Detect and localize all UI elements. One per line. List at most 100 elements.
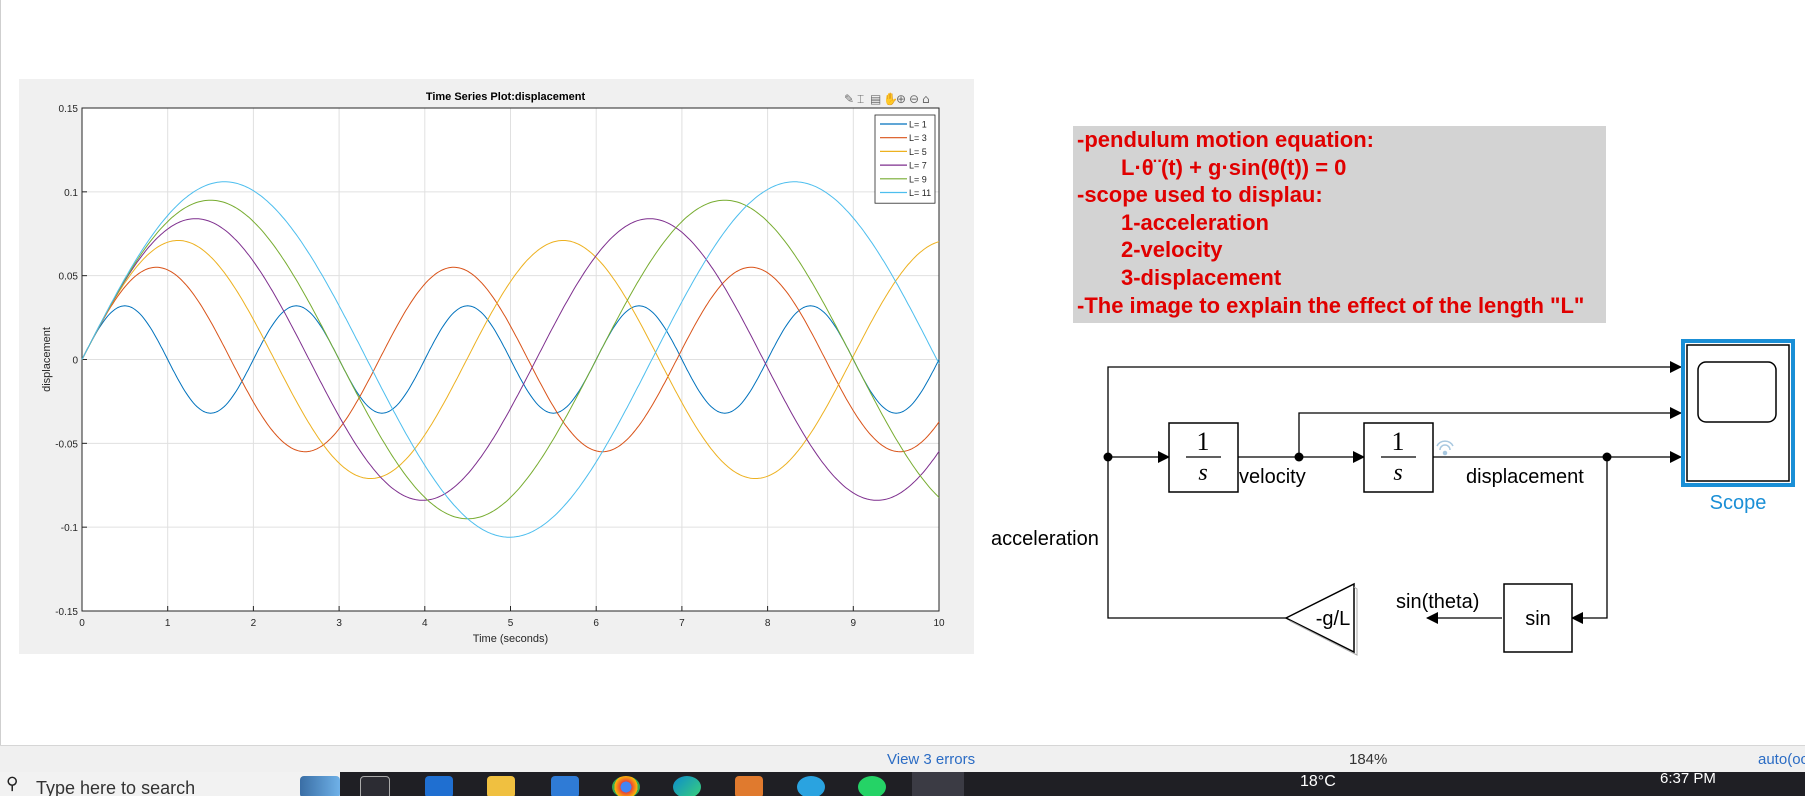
x-axis-label: Time (seconds): [473, 633, 548, 645]
label-velocity: velocity: [1239, 466, 1306, 488]
data-tips-icon[interactable]: ▤: [870, 92, 881, 106]
matlab-taskbar-button[interactable]: [912, 772, 964, 796]
y-tick-label: -0.05: [55, 439, 78, 450]
y-tick-label: -0.1: [61, 523, 79, 534]
gain-block[interactable]: -g/L: [1284, 582, 1358, 656]
label-acceleration: acceleration: [991, 528, 1099, 550]
x-tick-label: 6: [593, 618, 599, 629]
series-line: [81, 199, 940, 520]
x-tick-label: 0: [79, 618, 85, 629]
signal-line-feedback[interactable]: [1107, 457, 1286, 619]
y-tick-label: -0.15: [55, 607, 78, 618]
status-bar: View 3 errors 184% auto(oc: [0, 745, 1805, 773]
note-line: -The image to explain the effect of the …: [1077, 292, 1585, 318]
y-axis-label: displacement: [41, 327, 53, 392]
note-line: 2-velocity: [1121, 237, 1223, 263]
x-tick-label: 2: [251, 618, 257, 629]
integrator-numerator: 1: [1392, 427, 1405, 456]
scope-screen-icon: [1697, 361, 1777, 423]
home-icon[interactable]: ⌂: [922, 92, 930, 106]
file-explorer-icon[interactable]: [487, 776, 515, 796]
view-errors-link[interactable]: View 3 errors: [887, 751, 976, 768]
annotation-note[interactable]: -pendulum motion equation: L·θ¨(t) + g·s…: [1073, 126, 1606, 323]
whatsapp-icon[interactable]: [858, 776, 886, 796]
simulink-diagram: 1 s 1 s velocity displacement accelerati…: [991, 339, 1795, 656]
integrator-denominator: s: [1393, 460, 1402, 486]
system-tray: 18°C: [1300, 773, 1336, 791]
signal-line-acceleration-to-scope[interactable]: [1107, 361, 1682, 457]
search-icon: ⚲: [6, 774, 19, 793]
plot-title: Time Series Plot:displacement: [426, 91, 586, 103]
mail-icon[interactable]: [425, 776, 453, 796]
label-displacement: displacement: [1466, 466, 1584, 488]
weather-widget-icon[interactable]: [300, 776, 340, 796]
integrator-numerator: 1: [1197, 427, 1210, 456]
branch-point: [1294, 452, 1304, 462]
time-series-plot: 0 1 2 3 4 5 6 7 8 9 10 0.15 0.1 0.05 0 -0.05 -0.1 -0.15 Ti…: [41, 91, 945, 645]
legend-entry: L= 9: [909, 174, 927, 184]
edge-icon[interactable]: [673, 776, 701, 796]
y-tick-label: 0.05: [59, 272, 79, 283]
weather-temperature[interactable]: 18°C: [1300, 773, 1336, 790]
integrator-block-1[interactable]: 1 s: [1168, 422, 1239, 493]
signal-line-displacement-to-sin[interactable]: [1571, 457, 1608, 624]
note-line: 1-acceleration: [1121, 209, 1269, 235]
solver-mode[interactable]: auto(oc: [1758, 751, 1805, 768]
x-tick-label: 1: [165, 618, 171, 629]
task-view-icon[interactable]: [360, 776, 390, 796]
x-tick-label: 4: [422, 618, 428, 629]
label-sin-theta: sin(theta): [1396, 591, 1479, 613]
pan-icon[interactable]: ✋: [883, 92, 898, 106]
store-icon[interactable]: [551, 776, 579, 796]
search-placeholder: Type here to search: [36, 778, 196, 796]
legend-entry: L= 1: [909, 120, 927, 130]
zoom-out-icon[interactable]: ⊖: [909, 92, 919, 106]
gain-block-label: -g/L: [1316, 608, 1350, 630]
windows-taskbar: ⚲ Type here to search 18°C 6:37 PM: [0, 772, 1805, 796]
y-tick-label: 0.15: [59, 104, 79, 115]
legend-entry: L= 3: [909, 133, 927, 143]
series-line: [81, 240, 940, 479]
note-line: 3-displacement: [1121, 264, 1282, 290]
legend-entry: L= 7: [909, 161, 927, 171]
scope-block[interactable]: Scope: [1681, 339, 1795, 514]
brush-icon[interactable]: ✎: [844, 92, 854, 106]
series-line: [81, 218, 940, 501]
equation-line: L·θ¨(t) + g·sin(θ(t)) = 0: [1121, 154, 1347, 180]
series-line: [81, 266, 940, 453]
legend-box: [874, 114, 936, 204]
zoom-level: 184%: [1349, 751, 1388, 768]
sin-block-label: sin: [1525, 608, 1551, 630]
legend-entry: L= 5: [909, 147, 927, 157]
series-line: [81, 305, 940, 414]
taskbar-search-box[interactable]: ⚲ Type here to search: [0, 772, 340, 796]
x-tick-label: 7: [679, 618, 685, 629]
signal-line-velocity-to-scope[interactable]: [1298, 407, 1682, 457]
chrome-icon[interactable]: [612, 776, 640, 796]
branch-point: [1602, 452, 1612, 462]
x-tick-label: 5: [508, 618, 514, 629]
x-tick-label: 9: [851, 618, 857, 629]
x-tick-label: 3: [336, 618, 342, 629]
note-line: -scope used to displau:: [1077, 182, 1323, 208]
integrator-block-2[interactable]: 1 s: [1363, 422, 1434, 493]
signal-logging-icon: [1436, 440, 1454, 456]
branch-point: [1103, 452, 1113, 462]
time-series-plot-window: 0 1 2 3 4 5 6 7 8 9 10 0.15 0.1 0.05 0 -0.05 -0.1 -0.15 Ti…: [19, 79, 974, 654]
telegram-icon[interactable]: [797, 776, 825, 796]
zoom-in-icon[interactable]: ⊕: [896, 92, 906, 106]
scope-label: Scope: [1710, 492, 1767, 514]
x-tick-label: 8: [765, 618, 771, 629]
legend-entry: L= 11: [909, 188, 931, 198]
integrator-denominator: s: [1198, 460, 1207, 486]
y-tick-label: 0: [72, 356, 78, 367]
model-canvas[interactable]: 0 1 2 3 4 5 6 7 8 9 10 0.15 0.1 0.05 0 -0.05 -0.1 -0.15 Ti…: [0, 0, 1805, 745]
series-line: [81, 181, 940, 538]
y-tick-label: 0.1: [64, 188, 78, 199]
sin-block[interactable]: sin: [1503, 583, 1573, 653]
note-line: -pendulum motion equation:: [1077, 127, 1374, 152]
x-tick-label: 10: [933, 618, 945, 629]
data-cursor-icon[interactable]: ⌶: [857, 92, 864, 106]
clock[interactable]: 6:37 PM: [1660, 772, 1716, 787]
app-icon[interactable]: [735, 776, 763, 796]
